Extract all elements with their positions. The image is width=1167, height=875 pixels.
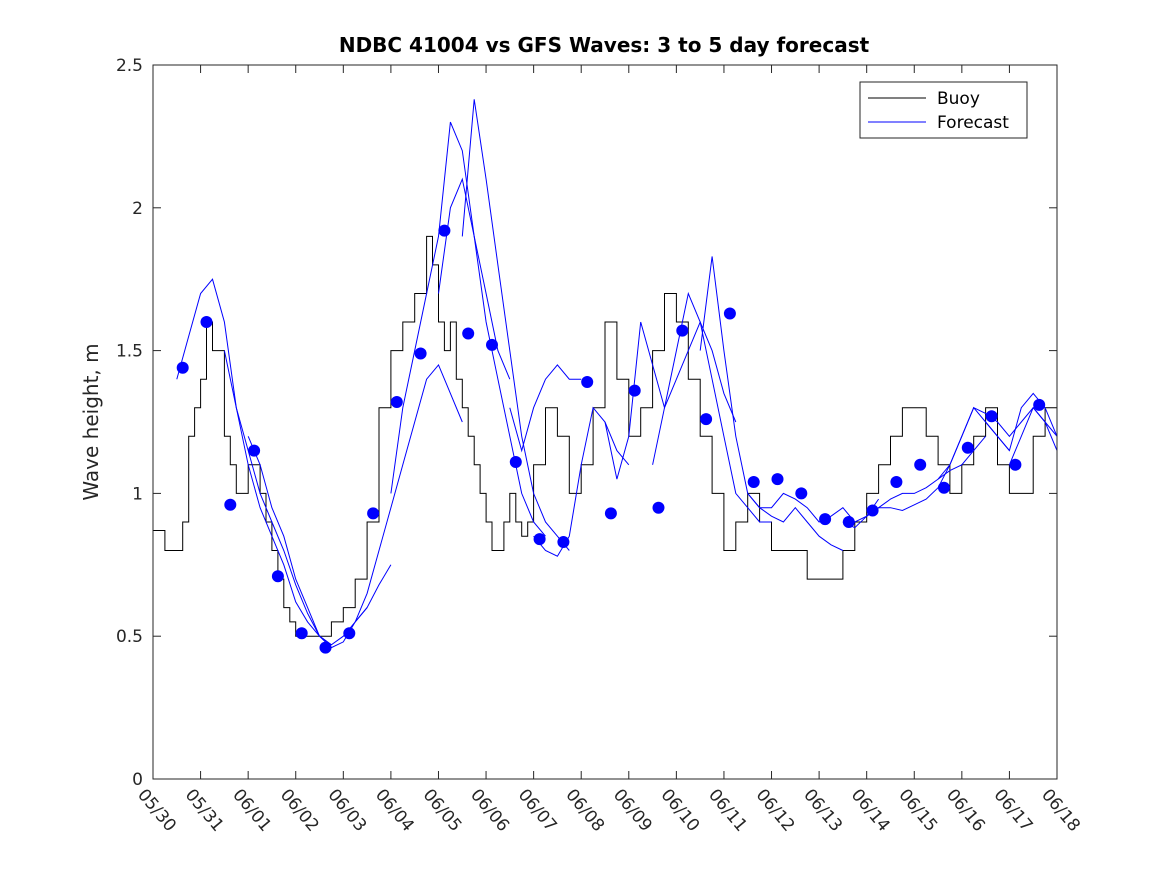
forecast-marker <box>176 361 189 374</box>
forecast-run-line <box>652 291 772 523</box>
forecast-marker <box>700 413 713 426</box>
y-tick-label: 1 <box>132 484 143 504</box>
forecast-run-line <box>533 406 630 557</box>
forecast-run-line <box>699 256 844 551</box>
y-tick-label: 0.5 <box>116 627 143 647</box>
y-axis: 0 0.5 1 1.5 2 2.5 <box>116 56 1057 790</box>
forecast-marker <box>462 327 475 340</box>
forecast-marker <box>652 501 665 514</box>
forecast-marker <box>509 456 522 468</box>
forecast-marker <box>747 476 760 488</box>
forecast-run-line <box>247 436 392 649</box>
y-tick-label: 1.5 <box>116 342 143 362</box>
forecast-run-line <box>176 278 332 646</box>
legend-forecast-label: Forecast <box>937 113 1009 133</box>
forecast-marker <box>390 396 403 408</box>
forecast-marker <box>628 384 641 397</box>
forecast-marker <box>938 481 950 494</box>
forecast-marker <box>961 441 974 454</box>
forecast-marker <box>604 507 617 520</box>
forecast-run-line <box>354 363 463 623</box>
plot-frame <box>152 64 1058 780</box>
forecast-marker <box>486 338 498 351</box>
forecast-marker <box>533 533 546 546</box>
forecast-marker <box>914 458 927 471</box>
forecast-marker <box>985 410 998 423</box>
forecast-run-line <box>1008 406 1058 465</box>
forecast-marker <box>224 498 237 511</box>
forecast-marker <box>676 324 689 337</box>
legend-box <box>859 81 1028 139</box>
forecast-marker <box>319 641 332 654</box>
forecast-marker <box>295 627 308 640</box>
forecast-marker <box>343 627 356 640</box>
forecast-marker <box>271 570 284 583</box>
forecast-run-line <box>747 492 880 523</box>
legend-buoy-label: Buoy <box>937 89 980 109</box>
forecast-marker <box>200 316 213 328</box>
forecast-marker <box>771 473 784 486</box>
forecast-run-line <box>604 320 737 480</box>
forecast-run-line <box>390 121 511 494</box>
forecast-run-line <box>509 364 582 453</box>
forecast-run-line <box>461 99 570 551</box>
forecast-marker <box>248 444 261 457</box>
forecast-marker <box>557 536 570 548</box>
forecast-marker <box>581 376 594 388</box>
forecast-marker <box>1033 398 1046 411</box>
chart-title: NDBC 41004 vs GFS Waves: 3 to 5 day fore… <box>339 33 870 57</box>
forecast-markers <box>176 224 1046 654</box>
forecast-run-line <box>985 392 1058 452</box>
y-tick-label: 2.5 <box>116 56 143 76</box>
forecast-marker <box>438 224 451 237</box>
y-axis-title: Wave height, m <box>79 343 103 500</box>
forecast-marker <box>1009 458 1022 471</box>
legend: Buoy Forecast <box>859 81 1028 139</box>
forecast-marker <box>842 516 855 528</box>
forecast-marker <box>819 513 832 526</box>
forecast-marker <box>795 487 808 500</box>
forecast-marker <box>890 476 903 488</box>
y-tick-label: 2 <box>132 199 143 219</box>
forecast-marker <box>414 347 427 360</box>
forecast-marker <box>367 507 380 520</box>
forecast-marker <box>866 504 879 517</box>
forecast-marker <box>723 307 736 320</box>
y-tick-label: 0 <box>132 770 143 790</box>
